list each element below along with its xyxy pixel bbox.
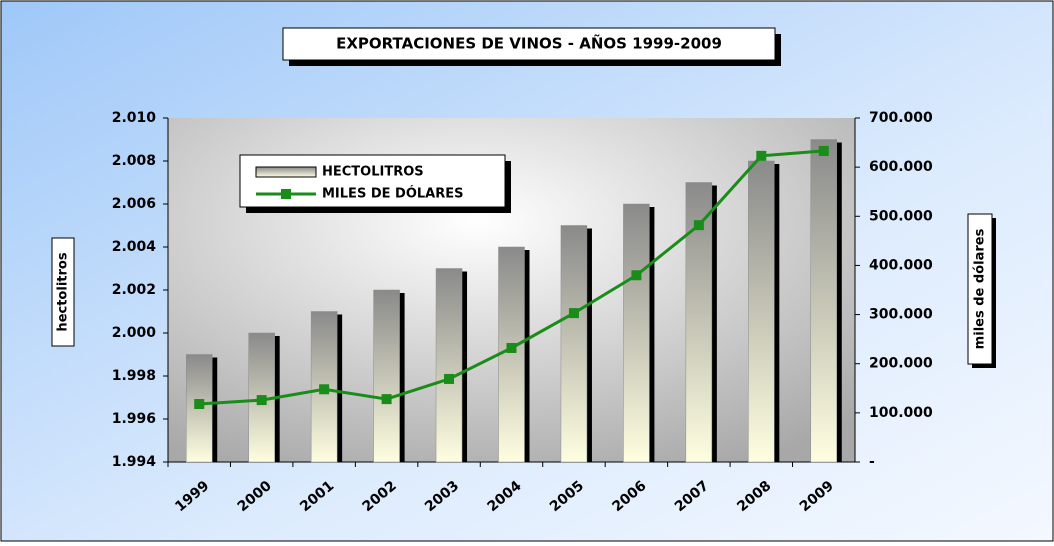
bar — [435, 268, 463, 463]
bar — [623, 203, 650, 463]
y-axis-label: hectolitros — [56, 252, 71, 331]
line-marker — [381, 394, 392, 405]
y-tick-label: 2.006 — [112, 196, 156, 212]
y2-tick-label: 600.000 — [869, 159, 933, 175]
line-marker — [256, 395, 267, 406]
y-tick-label: 1.994 — [112, 454, 157, 470]
line-marker — [756, 150, 767, 161]
line-marker — [568, 308, 579, 319]
y-tick-label: 2.000 — [112, 325, 157, 341]
y-tick-label: 2.004 — [112, 239, 157, 255]
line-marker — [693, 220, 704, 231]
y2-tick-label: 200.000 — [869, 356, 933, 372]
y2-tick-label: - — [869, 454, 875, 470]
bar — [560, 225, 588, 463]
y-tick-label: 1.998 — [112, 368, 156, 384]
bar — [498, 246, 525, 463]
line-marker — [631, 270, 642, 281]
chart-title: EXPORTACIONES DE VINOS - AÑOS 1999-2009 — [336, 34, 722, 53]
title-box — [282, 27, 776, 61]
bar — [748, 160, 775, 463]
y2-label-box — [967, 213, 993, 365]
legend-swatch — [255, 166, 317, 178]
y-label-box — [51, 237, 75, 347]
y-tick-label: 2.008 — [112, 153, 156, 169]
legend-label: MILES DE DÓLARES — [322, 186, 463, 202]
y-tick-label: 2.010 — [112, 110, 157, 126]
bar — [810, 139, 838, 463]
line-marker — [506, 342, 517, 353]
legend-marker — [281, 189, 291, 199]
line-marker — [319, 384, 330, 395]
y2-tick-label: 100.000 — [869, 405, 933, 421]
y2-axis-label: miles de dólares — [973, 228, 988, 349]
line-marker — [818, 145, 829, 156]
legend-label: HECTOLITROS — [322, 165, 424, 180]
bar — [373, 289, 400, 463]
line-marker — [444, 373, 455, 384]
y-tick-label: 1.996 — [112, 411, 156, 427]
line-marker — [194, 399, 205, 410]
y-tick-label: 2.002 — [112, 282, 156, 298]
y2-tick-label: 300.000 — [869, 307, 933, 323]
y2-tick-label: 700.000 — [869, 110, 933, 126]
y2-tick-label: 400.000 — [869, 257, 933, 273]
y2-tick-label: 500.000 — [869, 208, 933, 224]
